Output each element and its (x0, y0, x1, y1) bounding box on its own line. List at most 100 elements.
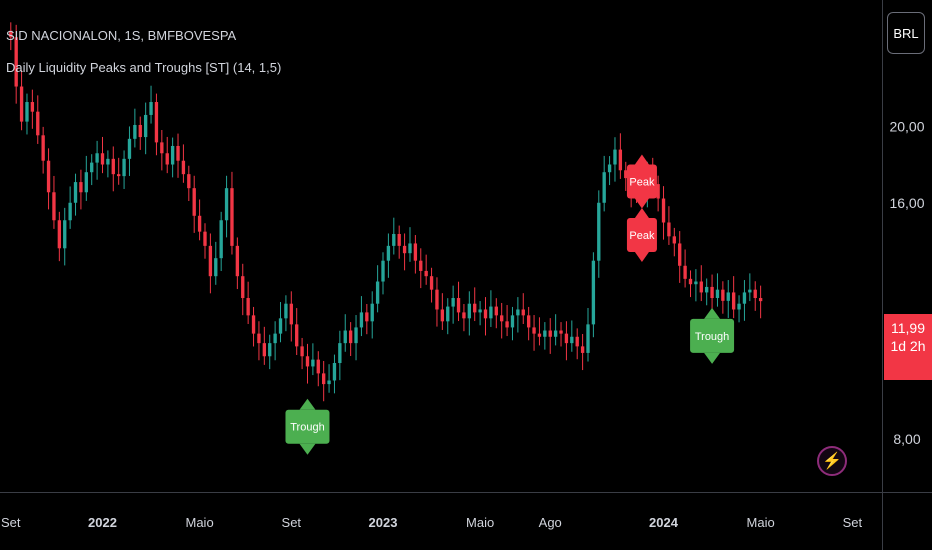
candle (295, 308, 299, 356)
candle-body (90, 162, 94, 173)
candle (176, 133, 180, 178)
candle (300, 337, 304, 370)
candle-body (251, 315, 256, 334)
trough-tail (299, 443, 316, 455)
indicator-title[interactable]: Daily Liquidity Peaks and Troughs [ST] (… (6, 60, 282, 75)
trough-text: Trough (290, 422, 324, 434)
candle-body (106, 158, 110, 165)
candle (41, 126, 45, 174)
candle (160, 129, 164, 171)
candle (408, 227, 412, 262)
candle (127, 126, 132, 176)
candle-body (359, 312, 364, 328)
candle-body (46, 160, 51, 193)
candle (624, 161, 628, 191)
candle (678, 231, 682, 283)
candle (63, 207, 67, 266)
lightning-icon[interactable]: ⚡ (817, 446, 847, 476)
peak-text: Peak (629, 177, 655, 189)
candle (375, 265, 380, 313)
candle-body (214, 258, 218, 277)
candle (343, 314, 347, 352)
candle-body (343, 330, 347, 344)
candle-body (192, 188, 196, 216)
candle-body (537, 333, 542, 337)
candle-body (737, 303, 741, 310)
candle-body (332, 363, 337, 381)
candle (683, 249, 687, 288)
markers-layer: Trough Peak Peak Trough (285, 154, 735, 455)
candle-body (230, 188, 234, 246)
candle (699, 265, 703, 302)
candle (667, 206, 671, 245)
candle-body (203, 231, 207, 246)
candle (106, 150, 110, 178)
time-tick-label: Maio (466, 515, 494, 530)
candle-body (300, 346, 304, 357)
candle-body (338, 343, 342, 364)
candle (208, 233, 213, 294)
candle-body (79, 182, 83, 193)
candle-body (678, 243, 682, 266)
candle-body (710, 286, 714, 299)
candle-body (494, 306, 498, 316)
candle (338, 330, 342, 381)
time-tick-label: 2024 (649, 515, 679, 530)
candle-body (748, 289, 752, 293)
candle-body (597, 202, 601, 261)
last-price-badge: 11,99 1d 2h (884, 314, 932, 380)
time-tick-label: Set (282, 515, 302, 530)
candle (230, 171, 234, 255)
candle (618, 133, 623, 179)
currency-button[interactable]: BRL (887, 12, 925, 54)
candle-body (241, 276, 245, 299)
candle (122, 150, 126, 189)
candle (694, 269, 698, 302)
candle-body (564, 333, 569, 344)
candle-body (305, 356, 310, 367)
candle-body (381, 260, 385, 282)
candle-body (456, 298, 461, 313)
candle (133, 108, 137, 148)
trough-arrow (299, 398, 316, 410)
candle-body (440, 309, 445, 322)
candle (278, 302, 283, 343)
candle (257, 321, 261, 361)
candle-body (208, 245, 213, 277)
candle (25, 93, 29, 135)
candle (241, 263, 245, 316)
peak-arrow (634, 208, 649, 219)
candle-body (688, 278, 693, 285)
candle (316, 351, 320, 387)
price-tick-label: 16,00 (889, 195, 924, 211)
candle (473, 287, 477, 322)
candle (446, 298, 450, 335)
peak-tail (634, 252, 649, 263)
candle-body (726, 292, 730, 301)
candle (73, 173, 78, 216)
time-axis: Set 2022 Maio Set 2023 Maio Ago 2024 Maio Set (1, 515, 862, 530)
candle-body (699, 281, 703, 293)
candle-body (618, 149, 623, 171)
candle (192, 175, 196, 233)
price-tick-label: 20,00 (889, 119, 924, 135)
candle (165, 136, 169, 174)
candle-body (154, 102, 159, 143)
peak-box (626, 164, 657, 199)
candle-body (694, 281, 698, 285)
candle-body (580, 346, 585, 353)
candle (402, 233, 407, 271)
candle-body (138, 124, 142, 138)
candle-body (165, 153, 169, 165)
candle-body (548, 330, 552, 337)
candle-body (181, 160, 186, 175)
candle-body (52, 192, 56, 221)
candle (224, 175, 229, 238)
candle (440, 293, 445, 330)
candle (365, 303, 369, 335)
candle-body (413, 243, 418, 261)
candle (203, 223, 207, 259)
candle-body (435, 289, 439, 310)
candle (68, 186, 72, 229)
